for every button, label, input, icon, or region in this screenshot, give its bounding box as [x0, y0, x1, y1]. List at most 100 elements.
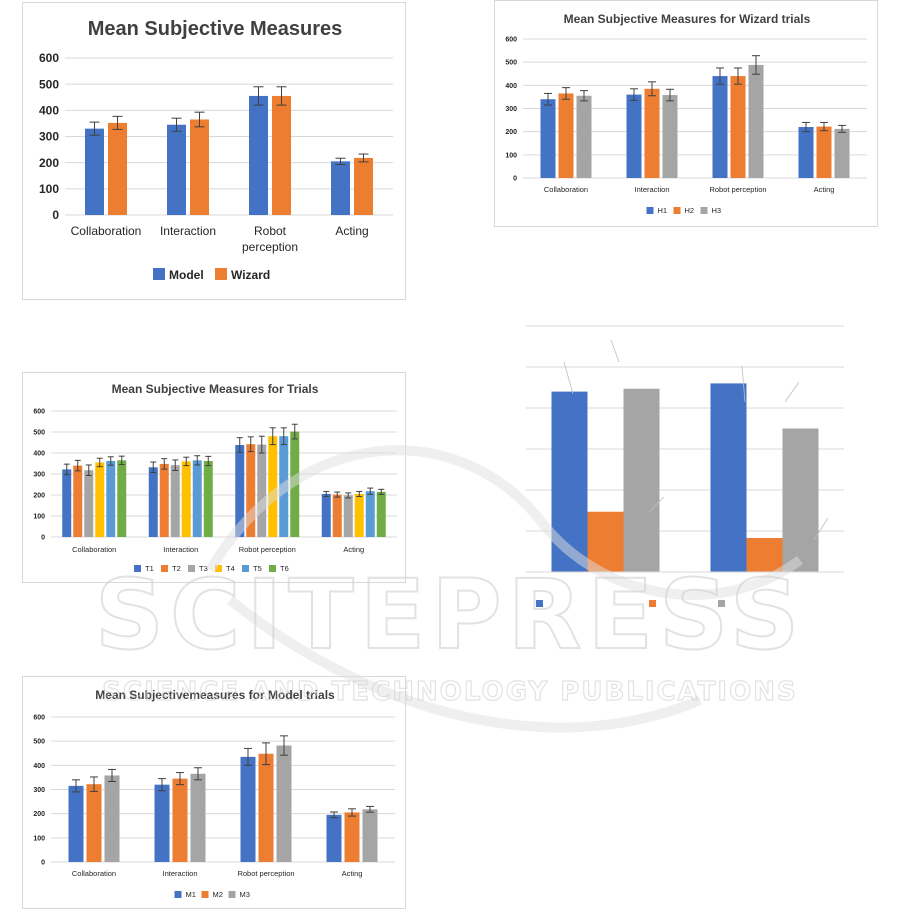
bar-m1-0 [68, 785, 84, 862]
legend-swatch [649, 600, 656, 607]
legend-label: T2 [172, 564, 181, 573]
legend-label: T5 [253, 564, 262, 573]
y-tick-label: 600 [33, 714, 45, 721]
bar-series-2-0 [623, 388, 660, 572]
chart-unlabeled [516, 322, 856, 622]
bar-t4-1 [181, 461, 191, 537]
y-tick-label: 500 [39, 77, 59, 91]
x-category-label: Collaboration [72, 869, 116, 878]
legend-label: M3 [240, 890, 250, 899]
x-category-label: Robot perception [239, 545, 296, 554]
bar-t4-2 [268, 436, 278, 537]
bar-m2-1 [172, 778, 188, 862]
legend-swatch [174, 891, 182, 898]
bar-h3-3 [834, 128, 850, 178]
bar-series-2-1 [782, 428, 819, 572]
bar-h2-0 [558, 93, 574, 178]
leader-line [813, 517, 829, 541]
y-tick-label: 100 [505, 152, 517, 159]
chart-title: Mean Subjective Measures for Trials [112, 382, 319, 396]
x-category-label: Acting [335, 224, 368, 238]
y-tick-label: 300 [39, 130, 59, 144]
chart-trials: Mean Subjective Measures for Trials 0 100… [22, 372, 406, 583]
chart2-svg: Mean Subjective Measures for Wizard tria… [505, 12, 867, 215]
bar-model-2 [249, 95, 268, 215]
bar-t2-0 [73, 465, 83, 537]
y-tick-label: 300 [33, 471, 45, 478]
bar-t2-1 [159, 463, 169, 537]
leader-line [784, 381, 800, 403]
y-tick-label: 400 [39, 104, 59, 118]
bar-t1-2 [235, 445, 245, 537]
chart1-svg: Mean Subjective Measures 0 100 200 300 400 50… [39, 18, 393, 282]
x-category-label: Acting [814, 185, 835, 194]
legend-swatch [134, 565, 141, 572]
bar-m1-1 [154, 784, 170, 862]
bar-h3-0 [576, 95, 592, 178]
bar-m2-3 [344, 812, 360, 862]
bar-model-1 [167, 124, 186, 215]
x-category-label: Collaboration [544, 185, 588, 194]
legend-label: Model [169, 268, 204, 282]
bar-h2-2 [730, 76, 746, 178]
legend-label: T3 [199, 564, 208, 573]
x-category-label: Collaboration [71, 224, 142, 238]
legend-swatch [269, 565, 276, 572]
bar-m1-3 [326, 814, 342, 862]
bar-m1-2 [240, 756, 256, 862]
y-tick-label: 100 [33, 513, 45, 520]
bar-t1-1 [148, 467, 158, 537]
y-tick-label: 0 [513, 175, 517, 182]
bar-m3-0 [104, 775, 120, 862]
legend-swatch [536, 600, 543, 607]
y-tick-label: 100 [39, 182, 59, 196]
bar-wizard-2 [272, 95, 291, 215]
x-category-label: Interaction [160, 224, 216, 238]
bar-t3-1 [170, 465, 180, 537]
legend-label: T6 [280, 564, 289, 573]
bar-h1-3 [798, 127, 814, 178]
bar-m3-2 [276, 745, 292, 862]
legend-swatch [215, 565, 222, 572]
x-category-label: Collaboration [72, 545, 116, 554]
legend-label: H1 [658, 206, 668, 215]
bar-t1-3 [321, 493, 331, 537]
bar-t2-3 [332, 494, 342, 537]
bar-t3-2 [257, 444, 267, 537]
chart-wizard-trials: Mean Subjective Measures for Wizard tria… [494, 0, 878, 227]
bar-series-0-0 [551, 391, 588, 572]
bar-series-0-1 [710, 383, 747, 572]
x-category-label: Robot [254, 224, 287, 238]
bar-t2-2 [246, 444, 256, 537]
y-tick-label: 600 [39, 51, 59, 65]
bar-t6-0 [117, 460, 127, 537]
legend-label: T1 [145, 564, 154, 573]
bar-wizard-1 [190, 119, 209, 215]
legend-swatch [646, 207, 654, 214]
legend-swatch [161, 565, 168, 572]
leader-line [741, 365, 746, 403]
y-tick-label: 0 [41, 859, 45, 866]
legend-label: M1 [186, 890, 196, 899]
x-category-label: Interaction [634, 185, 669, 194]
bar-wizard-3 [354, 157, 373, 215]
legend-swatch [700, 207, 708, 214]
bar-t3-3 [343, 495, 353, 537]
leader-line [563, 361, 574, 395]
bar-t6-1 [203, 460, 213, 537]
bar-t5-2 [279, 436, 289, 537]
chart-title: Mean Subjective Measures for Wizard tria… [564, 12, 811, 26]
bar-t4-0 [95, 462, 105, 537]
legend-label: H2 [685, 206, 695, 215]
x-category-label: Interaction [163, 545, 198, 554]
y-tick-label: 0 [52, 208, 59, 222]
bar-t3-0 [84, 470, 94, 537]
y-tick-label: 400 [33, 450, 45, 457]
y-tick-label: 500 [33, 429, 45, 436]
x-category-label: Interaction [162, 869, 197, 878]
chart-title: Mean Subjectivemeasures for Model trials [95, 688, 335, 702]
legend-swatch [673, 207, 681, 214]
x-category-label: Acting [342, 869, 363, 878]
leader-line [610, 339, 620, 363]
bar-h1-1 [626, 94, 642, 178]
